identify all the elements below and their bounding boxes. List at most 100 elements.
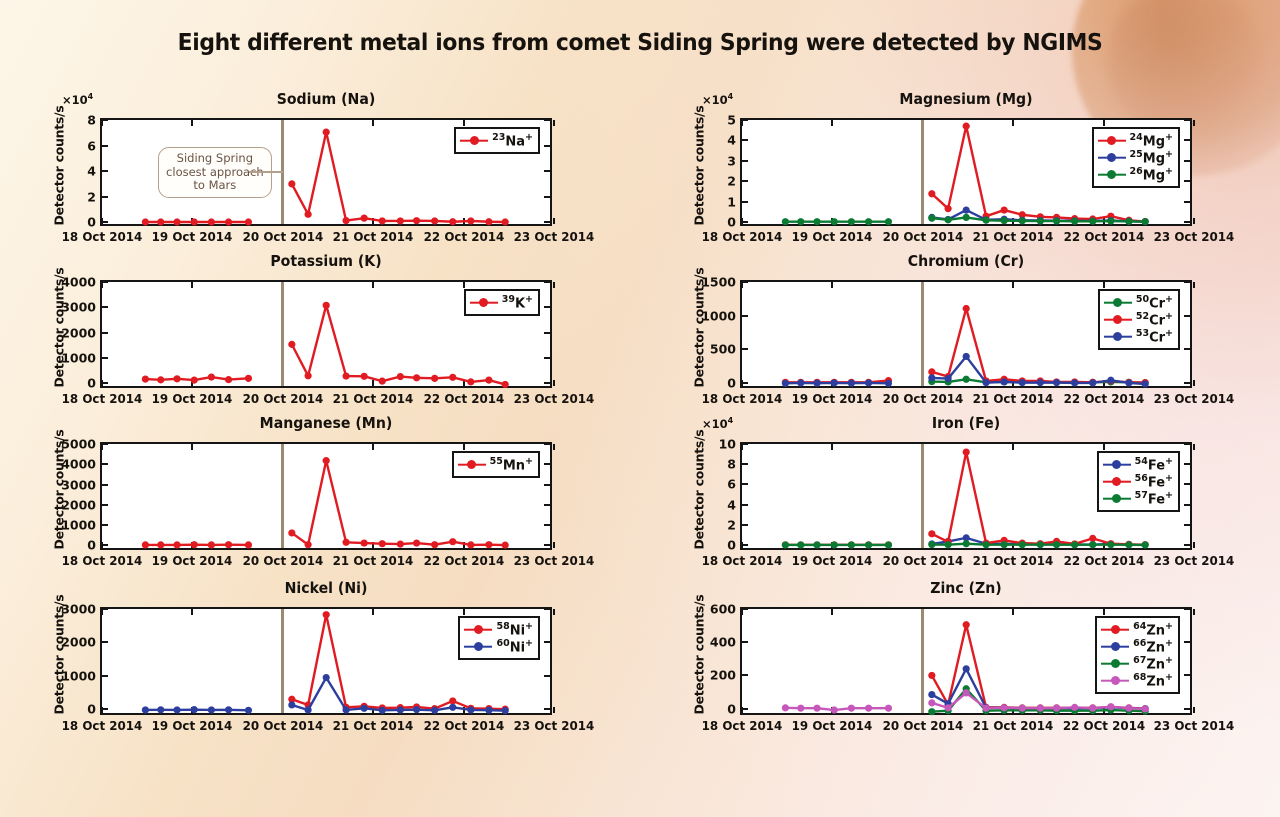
- data-point: [467, 541, 475, 549]
- x-tick-mark-top: [462, 282, 465, 288]
- callout-line: to Mars: [193, 177, 237, 192]
- series-plot-zinc-zn: [781, 621, 1149, 716]
- data-point: [962, 213, 970, 221]
- x-tick-mark-top: [1193, 609, 1195, 615]
- data-point: [1089, 379, 1097, 387]
- data-point: [1089, 541, 1097, 549]
- data-point: [962, 689, 970, 697]
- data-point: [813, 218, 821, 226]
- x-tick-label: 19 Oct 2014: [152, 229, 233, 244]
- data-point: [207, 373, 215, 381]
- y-tick-mark-right: [544, 443, 550, 445]
- x-tick-mark: [372, 218, 375, 224]
- x-tick-label: 21 Oct 2014: [972, 391, 1054, 406]
- y-axis-label-zinc-zn: Detector counts/s: [691, 594, 707, 715]
- legend-row: 67Zn+: [1101, 655, 1173, 672]
- data-point: [224, 218, 233, 226]
- legend-label: 26Mg+: [1129, 165, 1173, 184]
- y-tick-mark: [742, 543, 748, 546]
- y-tick-label: 600: [709, 601, 736, 617]
- x-tick-label: 18 Oct 2014: [701, 553, 783, 568]
- y-tick-label: 1000: [61, 668, 96, 684]
- data-point: [1018, 541, 1026, 549]
- y-tick-mark-right: [1184, 503, 1190, 506]
- y-axis-exponent-sodium-na: ×104: [62, 92, 94, 107]
- data-point: [449, 538, 457, 546]
- data-point: [157, 376, 165, 384]
- x-tick-mark-top: [372, 609, 375, 615]
- data-point: [412, 539, 421, 547]
- closest-approach-line: [281, 609, 285, 713]
- legend-swatch-64Zn+: [1101, 624, 1130, 635]
- y-tick-label: 1000: [61, 350, 96, 366]
- y-tick-mark-right: [544, 357, 550, 360]
- y-tick-label: 1000: [701, 308, 736, 324]
- y-tick-mark-right: [544, 463, 550, 466]
- data-point: [1036, 704, 1044, 712]
- data-point: [342, 216, 350, 225]
- plot-area-nickel-ni: 0 1000 2000 3000 18 Oct 2014 19 Oct 2014 20 Oc…: [61, 602, 594, 734]
- legend-swatch-66Zn+: [1101, 641, 1130, 652]
- data-point: [781, 541, 789, 549]
- x-tick-label: 22 Oct 2014: [1063, 553, 1144, 568]
- legend-label: 57Fe+: [1134, 489, 1173, 508]
- data-point: [288, 529, 296, 537]
- legend-swatch-55Mn+: [457, 459, 486, 470]
- legend-swatch-67Zn+: [1101, 658, 1130, 669]
- x-tick-mark-top: [553, 120, 555, 126]
- y-tick-mark-right: [1184, 348, 1190, 351]
- legend-label: 24Mg+: [1129, 131, 1173, 150]
- x-tick-label: 18 Oct 2014: [61, 229, 143, 244]
- y-axis-label-sodium-na: Detector counts/s: [51, 105, 67, 226]
- legend-chromium-cr: 50Cr+ 52Cr+ 53Cr+: [1097, 289, 1180, 350]
- y-tick-label: 2: [87, 189, 96, 205]
- y-tick-mark-right: [1184, 381, 1190, 384]
- y-tick-mark: [742, 443, 748, 445]
- data-point: [928, 190, 936, 198]
- x-tick-label: 22 Oct 2014: [423, 391, 504, 406]
- x-tick-mark-top: [372, 120, 375, 126]
- closest-approach-line: [921, 282, 925, 386]
- data-point: [944, 541, 952, 549]
- x-tick-label: 23 Oct 2014: [513, 391, 595, 406]
- legend-swatch-25Mg+: [1097, 152, 1126, 163]
- x-tick-mark: [101, 218, 103, 224]
- y-tick-label: 2000: [61, 325, 96, 341]
- closest-approach-line: [281, 282, 285, 386]
- data-point: [797, 379, 805, 387]
- data-point: [431, 217, 439, 225]
- data-point: [396, 706, 404, 714]
- panel-title-iron-fe: Iron (Fe): [931, 414, 1001, 432]
- data-point: [378, 540, 386, 548]
- legend-label: 25Mg+: [1129, 148, 1173, 167]
- x-tick-mark-top: [462, 609, 465, 615]
- y-tick-mark: [742, 641, 748, 644]
- panel-manganese-mn: Manganese (Mn) Detector counts/s 0 1000 2000…: [0, 414, 640, 592]
- y-tick-label: 3000: [61, 299, 96, 315]
- x-tick-label: 18 Oct 2014: [61, 553, 143, 568]
- data-point: [1141, 218, 1149, 226]
- y-tick-mark: [102, 195, 108, 198]
- legend-swatch-24Mg+: [1097, 135, 1126, 146]
- y-tick-mark-right: [544, 503, 550, 506]
- legend-swatch-53Cr+: [1103, 331, 1132, 342]
- x-tick-mark-top: [741, 444, 743, 450]
- y-tick-mark: [742, 200, 748, 203]
- x-tick-label: 19 Oct 2014: [792, 391, 873, 406]
- x-tick-mark-top: [1012, 444, 1015, 450]
- y-tick-mark: [102, 144, 108, 147]
- data-point: [1036, 379, 1044, 387]
- x-tick-label: 20 Oct 2014: [882, 229, 964, 244]
- data-point: [962, 352, 970, 361]
- data-point: [378, 377, 386, 385]
- data-point: [207, 541, 215, 549]
- x-tick-mark: [372, 542, 375, 548]
- panel-potassium-k: Potassium (K) Detector counts/s 0 1000 2000 3…: [0, 252, 640, 430]
- x-tick-mark-top: [191, 120, 194, 126]
- data-point: [1000, 541, 1008, 549]
- y-tick-mark: [102, 674, 108, 677]
- y-tick-mark: [742, 281, 748, 283]
- data-point: [224, 541, 233, 549]
- y-tick-mark: [102, 170, 108, 173]
- y-tick-label: 1500: [701, 274, 736, 290]
